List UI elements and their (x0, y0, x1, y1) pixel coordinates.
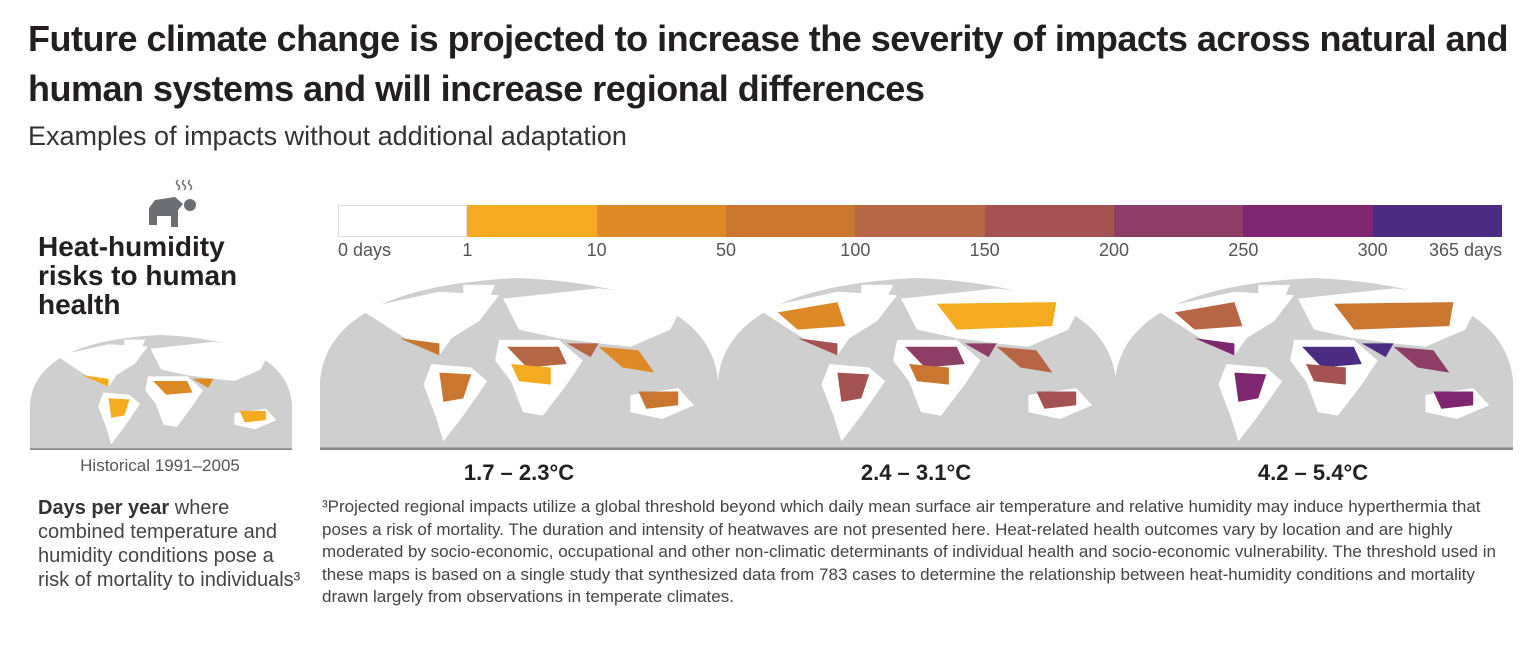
risk-region (153, 381, 193, 395)
risk-region (1393, 346, 1450, 373)
continent-eu (503, 288, 687, 347)
continent-gr (124, 339, 146, 352)
colorbar-swatch (1372, 205, 1502, 237)
colorbar-tick-label: 50 (715, 240, 737, 260)
colorbar-swatch (467, 205, 597, 237)
description-text: where combined temperature and humidity … (38, 497, 301, 591)
risk-region (996, 346, 1053, 373)
world-map (320, 278, 718, 450)
risk-region (964, 343, 997, 358)
colorbar-tick-label: 0 days (338, 240, 392, 260)
risk-region (797, 338, 838, 356)
map-baseline (718, 447, 1116, 450)
risk-region (399, 338, 440, 356)
risk-region (598, 346, 655, 373)
risk-region (1174, 302, 1243, 330)
risk-region (1361, 343, 1394, 358)
risk-region (1333, 302, 1454, 330)
risk-region (239, 410, 266, 423)
continent-gr (463, 284, 496, 303)
colorbar-swatch (855, 205, 985, 237)
risk-region (777, 302, 846, 330)
continent-na (56, 344, 148, 387)
continent-gr (861, 284, 894, 303)
risk-region (439, 372, 472, 402)
risk-region (511, 364, 551, 385)
colorbar-legend (338, 205, 1502, 237)
colorbar-tick-label: 1 (462, 240, 473, 260)
continent-sa (98, 392, 141, 445)
risk-region (909, 364, 949, 385)
colorbar-tick-label: 10 (586, 240, 607, 260)
map-description: Days per year where combined temperature… (38, 496, 308, 592)
heat-stress-person-icon (149, 179, 196, 227)
world-map (718, 278, 1116, 450)
continent-na (359, 291, 500, 356)
colorbar-tick-label: 300 (1357, 240, 1388, 260)
continent-sa (423, 364, 488, 442)
risk-region (192, 378, 214, 388)
continent-eu (150, 341, 272, 381)
risk-region (1306, 364, 1346, 385)
map-baseline (30, 448, 292, 450)
colorbar-swatch (1113, 205, 1244, 237)
risk-region (936, 302, 1057, 330)
risk-region (1433, 391, 1474, 409)
risk-region (108, 398, 130, 418)
colorbar-swatch (984, 205, 1114, 237)
risk-region (566, 343, 599, 358)
continent-gr (1258, 284, 1291, 303)
page-title: Future climate change is projected to in… (28, 18, 1509, 109)
description-bold: Days per year (38, 497, 170, 519)
risk-region (837, 372, 870, 402)
risk-region (1302, 346, 1362, 368)
colorbar-tick-label: 150 (969, 240, 1000, 260)
page-header: Future climate change is projected to in… (28, 14, 1532, 152)
map-label-low: 1.7 – 2.3°C (463, 460, 575, 485)
colorbar-swatch (338, 205, 468, 237)
world-map (1115, 278, 1513, 450)
world-map (30, 335, 292, 450)
risk-region (1036, 391, 1077, 409)
map-label-high: 4.2 – 5.4°C (1257, 460, 1369, 485)
colorbar-tick-label: 200 (1098, 240, 1130, 260)
map-baseline (1115, 447, 1513, 450)
continent-sa (821, 364, 886, 442)
colorbar-tick-label: 365 days (1428, 240, 1502, 260)
footnote: ³Projected regional impacts utilize a gl… (322, 497, 1496, 606)
colorbar-tick-label: 100 (840, 240, 871, 260)
page-subtitle: Examples of impacts without additional a… (28, 121, 627, 151)
colorbar-swatch (1243, 205, 1373, 237)
map-label-mid: 2.4 – 3.1°C (860, 460, 972, 485)
hazard-title: Heat-humidity risks to human health (38, 231, 238, 320)
risk-region (638, 391, 679, 409)
colorbar-swatch (596, 205, 726, 237)
colorbar-swatch (725, 205, 856, 237)
continent-sa (1218, 364, 1283, 442)
risk-region (1234, 372, 1267, 402)
map-baseline (320, 447, 718, 450)
colorbar-tick-label: 250 (1228, 240, 1259, 260)
map-label-historical: Historical 1991–2005 (80, 456, 240, 475)
